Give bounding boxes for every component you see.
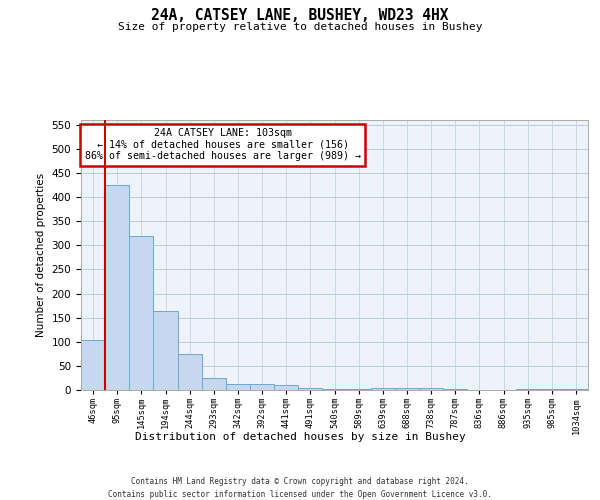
- Bar: [443, 389, 467, 390]
- Bar: [202, 378, 226, 390]
- Bar: [564, 389, 588, 390]
- Bar: [515, 389, 540, 390]
- Text: 24A, CATSEY LANE, BUSHEY, WD23 4HX: 24A, CATSEY LANE, BUSHEY, WD23 4HX: [151, 8, 449, 22]
- Bar: [226, 384, 250, 390]
- Bar: [419, 388, 443, 390]
- Bar: [274, 385, 298, 390]
- Bar: [129, 236, 154, 390]
- Bar: [154, 312, 178, 390]
- Y-axis label: Number of detached properties: Number of detached properties: [36, 173, 46, 337]
- Bar: [322, 388, 347, 390]
- Bar: [298, 388, 322, 390]
- Bar: [250, 384, 274, 390]
- Bar: [178, 354, 202, 390]
- Text: Size of property relative to detached houses in Bushey: Size of property relative to detached ho…: [118, 22, 482, 32]
- Text: 24A CATSEY LANE: 103sqm
← 14% of detached houses are smaller (156)
86% of semi-d: 24A CATSEY LANE: 103sqm ← 14% of detache…: [85, 128, 361, 162]
- Bar: [347, 388, 371, 390]
- Bar: [371, 388, 395, 390]
- Text: Contains HM Land Registry data © Crown copyright and database right 2024.
Contai: Contains HM Land Registry data © Crown c…: [108, 478, 492, 499]
- Bar: [81, 340, 105, 390]
- Bar: [395, 388, 419, 390]
- Bar: [540, 389, 564, 390]
- Bar: [105, 185, 129, 390]
- Text: Distribution of detached houses by size in Bushey: Distribution of detached houses by size …: [134, 432, 466, 442]
